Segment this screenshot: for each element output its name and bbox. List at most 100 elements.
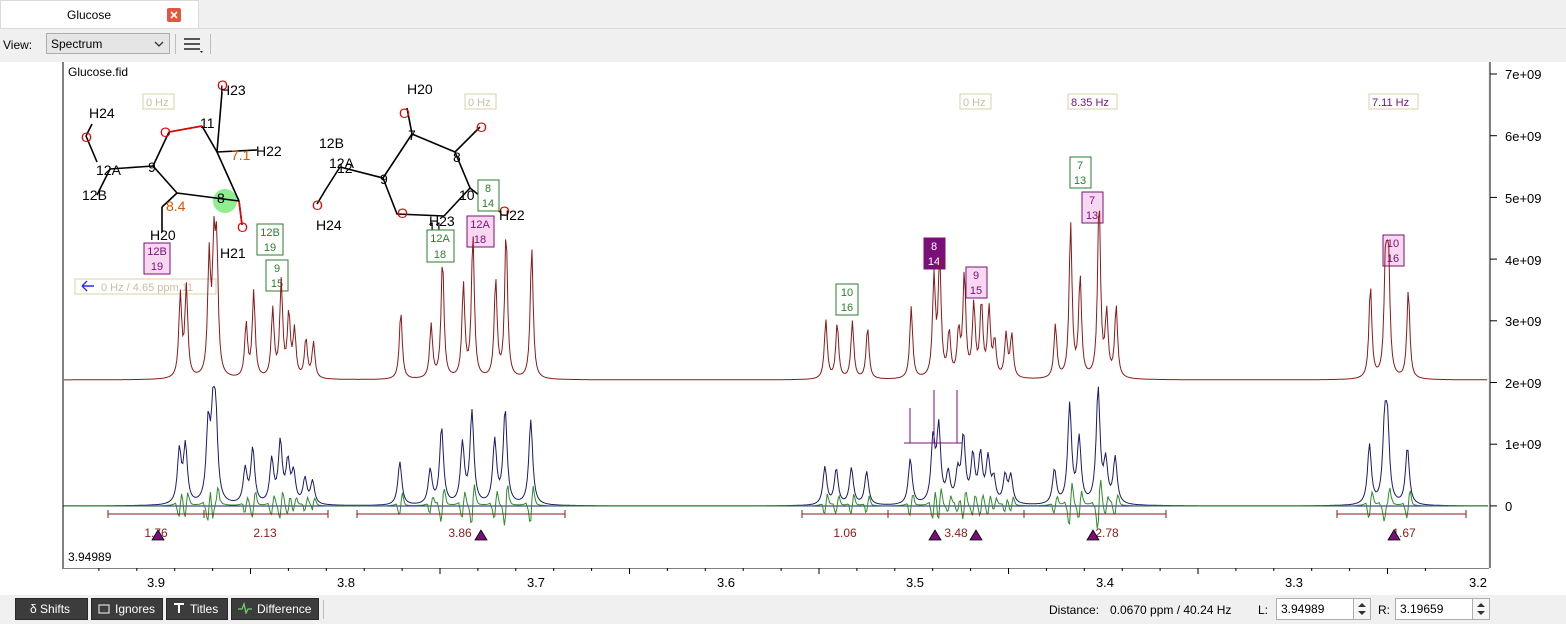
- atom-label: 7.1: [231, 147, 251, 163]
- shifts-button-label: δ Shifts: [30, 602, 71, 616]
- difference-button-label: Difference: [257, 602, 312, 616]
- svg-text:18: 18: [434, 249, 446, 261]
- toolbar: View: Spectrum: [0, 29, 1566, 61]
- titles-button[interactable]: Titles: [166, 598, 228, 620]
- peak-markers[interactable]: [151, 529, 1401, 541]
- atom-box-selected[interactable]: 814: [923, 237, 946, 270]
- atom-label: 12B: [319, 135, 344, 151]
- atom-label: 7: [408, 127, 416, 143]
- atom-box[interactable]: 915: [265, 259, 289, 292]
- toolbar-divider: [210, 34, 211, 54]
- svg-text:8: 8: [485, 183, 491, 195]
- atom-label: O: [397, 205, 408, 221]
- molecule-structure-2[interactable]: O O O O O H20 7 8 12B 12A 12 9 10 H24 H2…: [312, 81, 525, 235]
- svg-text:19: 19: [151, 261, 163, 273]
- spectrum-trace-top: [64, 210, 1488, 381]
- close-icon[interactable]: [167, 8, 181, 22]
- svg-text:19: 19: [264, 242, 276, 254]
- x-tick-label: 3.6: [717, 575, 735, 590]
- x-tick-label: 3.4: [1096, 575, 1114, 590]
- menu-button[interactable]: [180, 33, 206, 55]
- integral-label: 2.13: [253, 526, 277, 540]
- atom-label: 9: [148, 159, 156, 175]
- integral-label: 3.86: [448, 526, 472, 540]
- atom-label: H24: [89, 105, 115, 121]
- spectrum-plot[interactable]: Glucose.fid 0 Hz 0 Hz 0 Hz 8.35 Hz 7.11 …: [62, 62, 1488, 568]
- y-tick-label: 5e+09: [1505, 191, 1542, 206]
- integral-label: 3.48: [944, 526, 968, 540]
- tab-glucose[interactable]: Glucose: [0, 0, 199, 28]
- triangle-marker-icon[interactable]: [928, 529, 942, 541]
- atom-label: H23: [220, 82, 246, 98]
- atom-highlight: [213, 189, 237, 213]
- chevron-down-icon: [154, 41, 164, 47]
- atom-label: H20: [407, 81, 433, 97]
- x-tick-label: 3.2: [1469, 575, 1487, 590]
- svg-text:7: 7: [1089, 195, 1095, 207]
- shifts-button[interactable]: δ Shifts: [15, 598, 88, 620]
- atom-label: 12A: [329, 155, 355, 171]
- ignores-button-label: Ignores: [115, 602, 156, 616]
- triangle-marker-icon[interactable]: [1387, 529, 1401, 541]
- l-label: L:: [1258, 603, 1269, 617]
- l-value-spinbox[interactable]: 3.94989: [1276, 598, 1371, 620]
- view-select[interactable]: Spectrum: [46, 33, 170, 54]
- view-label: View:: [3, 38, 33, 52]
- atom-box[interactable]: 713: [1069, 156, 1092, 189]
- triangle-marker-icon[interactable]: [474, 529, 488, 541]
- x-tick-label: 3.8: [337, 575, 355, 590]
- nav-label[interactable]: 0 Hz / 4.65 ppm 11: [74, 278, 217, 295]
- x-tick-label: 3.7: [527, 575, 545, 590]
- atom-label: 8.4: [166, 198, 186, 214]
- x-tick-label: 3.5: [906, 575, 924, 590]
- atom-label: 12B: [82, 187, 107, 203]
- ignores-button[interactable]: Ignores: [91, 598, 163, 620]
- r-value-spinbox[interactable]: 3.19659: [1395, 598, 1490, 620]
- svg-text:9: 9: [274, 263, 280, 275]
- svg-text:7: 7: [1077, 160, 1083, 172]
- spectrum-trace-simulated: [64, 385, 1488, 507]
- atom-box[interactable]: 915: [965, 266, 988, 299]
- multiplet-marker: [904, 390, 962, 444]
- atom-box[interactable]: 814: [477, 179, 500, 212]
- atom-label: H23: [429, 213, 455, 229]
- spectrum-trace-difference: [64, 479, 1488, 529]
- chevron-up-icon: [1358, 603, 1366, 607]
- atom-box[interactable]: 713: [1081, 191, 1104, 224]
- y-tick-label: 3e+09: [1505, 314, 1542, 329]
- hz-labels: 0 Hz 0 Hz 0 Hz 8.35 Hz 7.11 Hz: [142, 93, 1419, 110]
- atom-label: O: [237, 219, 248, 235]
- nav-label-text: 0 Hz / 4.65 ppm 11: [101, 282, 193, 294]
- spin-arrows[interactable]: [1353, 599, 1370, 619]
- spectrum-canvas[interactable]: Glucose.fid 0 Hz 0 Hz 0 Hz 8.35 Hz 7.11 …: [62, 62, 1488, 568]
- spin-arrows[interactable]: [1472, 599, 1489, 619]
- view-select-value: Spectrum: [51, 37, 103, 51]
- integral-label: 2.78: [1095, 526, 1119, 540]
- chevron-down-icon: [1477, 611, 1485, 615]
- tab-label: Glucose: [67, 8, 112, 22]
- waveform-icon: [238, 600, 252, 620]
- integral-label: 1.06: [833, 526, 857, 540]
- svg-text:14: 14: [928, 256, 940, 268]
- svg-text:12B: 12B: [147, 246, 167, 258]
- atom-label: O: [81, 129, 92, 145]
- triangle-marker-icon[interactable]: [151, 529, 165, 541]
- chevron-down-icon: [1358, 611, 1366, 615]
- text-t-icon: [173, 600, 185, 620]
- triangle-marker-icon[interactable]: [969, 529, 983, 541]
- distance-value: 0.0670 ppm / 40.24 Hz: [1110, 603, 1232, 617]
- molecule-structure-1[interactable]: O O O O H24 H23 11 7.1 H22 12A 9 12B 8.4…: [81, 77, 282, 261]
- r-value: 3.19659: [1400, 602, 1444, 616]
- triangle-marker-icon[interactable]: [1086, 529, 1100, 541]
- svg-text:13: 13: [1086, 210, 1098, 222]
- atom-label: H20: [150, 227, 176, 243]
- difference-button[interactable]: Difference: [231, 598, 319, 620]
